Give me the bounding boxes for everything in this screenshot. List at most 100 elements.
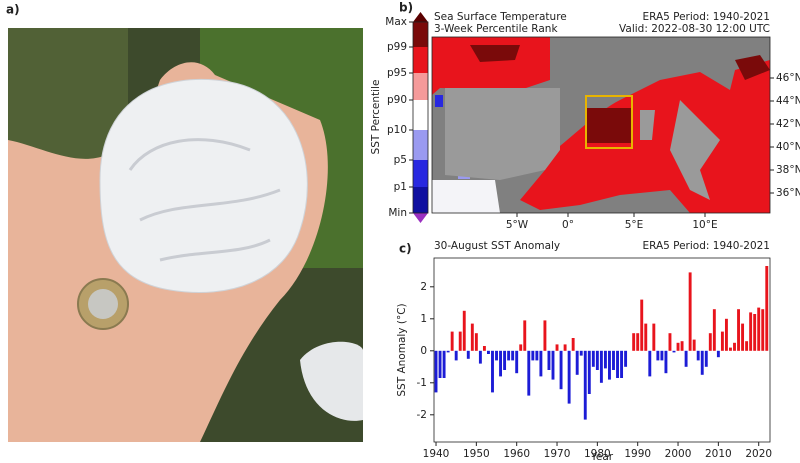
bar bbox=[450, 331, 454, 351]
bar bbox=[446, 350, 450, 353]
bar bbox=[716, 350, 720, 358]
bar bbox=[741, 323, 745, 351]
bar bbox=[547, 350, 551, 370]
x-tick-label: 2010 bbox=[705, 448, 732, 460]
bar bbox=[559, 350, 563, 390]
bar bbox=[632, 333, 636, 351]
x-tick-label: 1940 bbox=[423, 448, 450, 460]
x-tick-label: 1950 bbox=[463, 448, 490, 460]
bar bbox=[737, 309, 740, 351]
bar bbox=[511, 350, 515, 361]
bar bbox=[535, 350, 539, 361]
bar bbox=[700, 350, 704, 375]
colorbar-tick-label: p95 bbox=[387, 67, 407, 79]
bar bbox=[519, 344, 523, 351]
lon-tick-label: 10°E bbox=[692, 219, 717, 231]
bar bbox=[507, 350, 511, 361]
bar bbox=[616, 350, 619, 378]
map-title: Valid: 2022-08-30 12:00 UTC bbox=[619, 23, 770, 35]
bar bbox=[765, 266, 769, 351]
bar bbox=[571, 338, 575, 351]
y-tick-label: 1 bbox=[420, 313, 427, 325]
colorbar-tick-label: p10 bbox=[387, 124, 407, 136]
bar bbox=[603, 350, 607, 369]
photo bbox=[8, 28, 363, 443]
bar bbox=[733, 342, 736, 351]
plot-frame bbox=[433, 257, 771, 443]
bar bbox=[555, 344, 559, 351]
map-title: ERA5 Period: 1940-2021 bbox=[642, 11, 770, 23]
bar bbox=[527, 350, 531, 396]
bar bbox=[587, 350, 591, 394]
bar bbox=[599, 350, 603, 383]
lat-tick-label: 42°N bbox=[776, 118, 800, 130]
lat-tick-label: 36°N bbox=[776, 187, 800, 199]
bar bbox=[434, 350, 438, 393]
bar bbox=[745, 341, 749, 351]
bar bbox=[543, 320, 547, 351]
x-tick-label: 1990 bbox=[624, 448, 651, 460]
bar bbox=[583, 350, 587, 420]
bar bbox=[462, 310, 466, 351]
lat-tick-label: 40°N bbox=[776, 141, 800, 153]
lon-tick-label: 5°E bbox=[625, 219, 644, 231]
bar bbox=[595, 350, 599, 370]
lat-tick-label: 38°N bbox=[776, 164, 800, 176]
bar bbox=[668, 333, 672, 351]
bar bbox=[491, 350, 494, 393]
bar bbox=[575, 350, 579, 375]
lat-tick-label: 46°N bbox=[776, 72, 800, 84]
map bbox=[431, 36, 771, 214]
colorbar-tick-label: p90 bbox=[387, 94, 407, 106]
bar bbox=[482, 346, 486, 351]
colorbar-tick-label: p1 bbox=[394, 181, 407, 193]
lat-tick-label: 44°N bbox=[776, 95, 800, 107]
bar bbox=[656, 350, 660, 361]
bar bbox=[664, 350, 668, 374]
bar bbox=[684, 350, 688, 367]
bar bbox=[591, 350, 595, 367]
y-tick-label: -2 bbox=[417, 409, 427, 421]
lon-tick-label: 0° bbox=[562, 219, 574, 231]
bar bbox=[676, 342, 680, 351]
panel-label: b) bbox=[399, 1, 413, 15]
panel-label: a) bbox=[6, 3, 20, 17]
bar bbox=[672, 350, 676, 353]
x-tick-label: 2020 bbox=[745, 448, 772, 460]
bar bbox=[704, 350, 708, 367]
y-tick-label: -1 bbox=[417, 377, 427, 389]
bar bbox=[749, 312, 753, 351]
bar bbox=[563, 344, 567, 351]
x-tick-label: 1970 bbox=[544, 448, 571, 460]
bar bbox=[503, 350, 507, 370]
bar bbox=[579, 350, 583, 356]
bar bbox=[724, 318, 728, 351]
bar bbox=[761, 309, 765, 351]
bar bbox=[478, 350, 482, 364]
bar bbox=[470, 323, 474, 351]
colorbar-tick-label: p5 bbox=[394, 154, 407, 166]
x-tick-label: 1960 bbox=[503, 448, 530, 460]
bar bbox=[454, 350, 458, 361]
bar bbox=[495, 350, 498, 361]
colorbar bbox=[412, 12, 429, 223]
y-axis-label: SST Anomaly (°C) bbox=[396, 303, 408, 396]
bar bbox=[567, 350, 571, 404]
bar bbox=[499, 350, 503, 377]
bar bbox=[531, 350, 535, 361]
bar bbox=[458, 331, 462, 351]
bar bbox=[757, 307, 761, 351]
bar bbox=[620, 350, 624, 378]
bar bbox=[753, 314, 757, 351]
bar bbox=[523, 320, 527, 351]
bar bbox=[466, 350, 470, 359]
bar bbox=[692, 339, 696, 351]
bar bbox=[442, 350, 446, 378]
bar bbox=[608, 350, 611, 380]
lon-tick-label: 5°W bbox=[506, 219, 529, 231]
colorbar-tick-label: Max bbox=[385, 16, 407, 28]
bar bbox=[660, 350, 664, 361]
y-tick-label: 0 bbox=[420, 345, 427, 357]
bar bbox=[551, 350, 555, 380]
